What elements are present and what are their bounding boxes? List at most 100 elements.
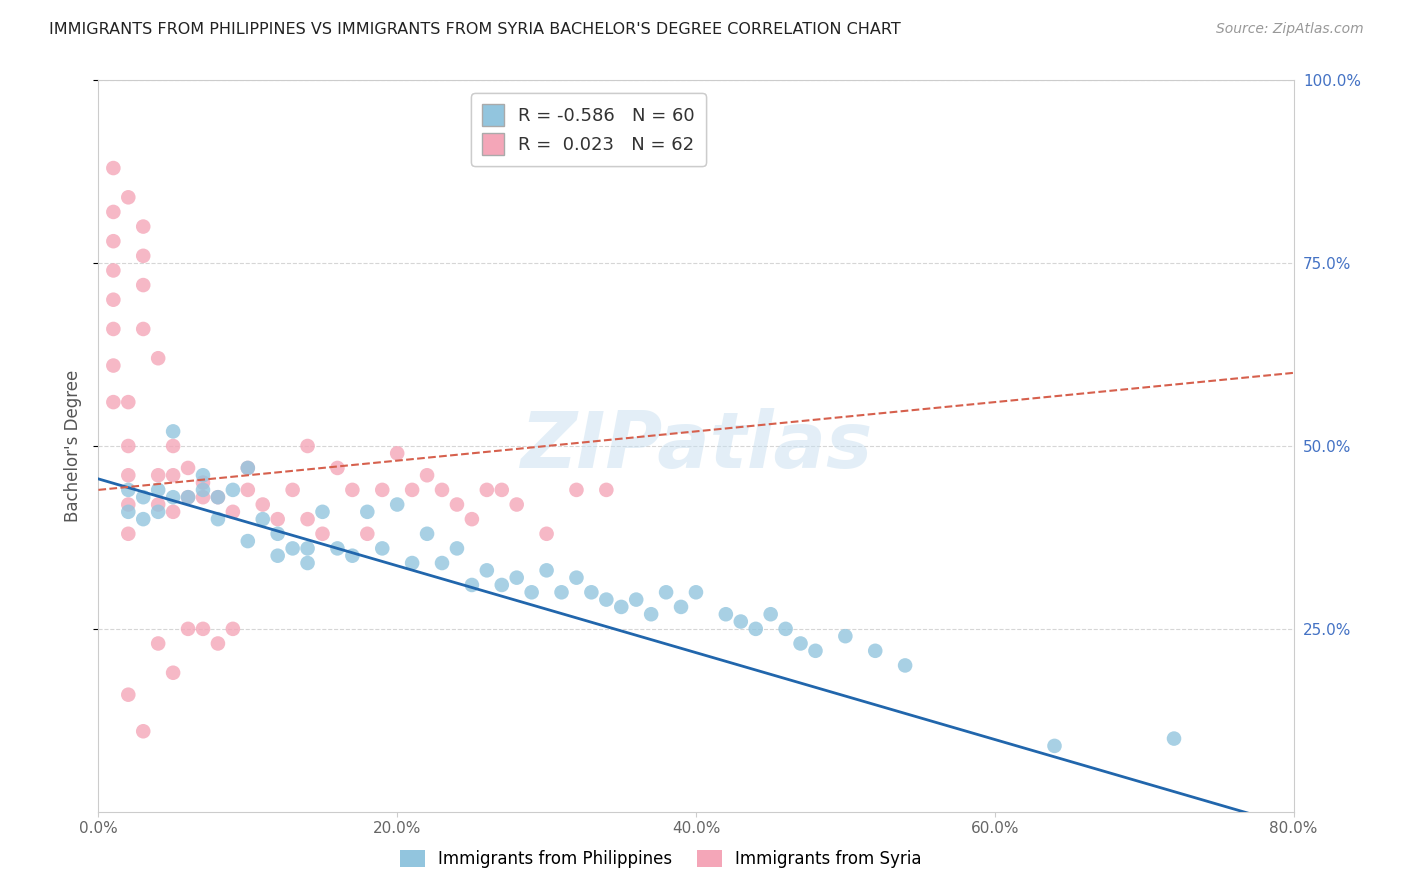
- Point: [865, 644, 887, 658]
- Point: [640, 607, 662, 622]
- Point: [385, 498, 409, 512]
- Point: [177, 490, 200, 504]
- Point: [669, 599, 692, 614]
- Point: [356, 505, 378, 519]
- Point: [475, 563, 498, 577]
- Point: [267, 512, 290, 526]
- Point: [685, 585, 707, 599]
- Point: [132, 278, 155, 293]
- Point: [655, 585, 678, 599]
- Point: [148, 498, 170, 512]
- Point: [148, 636, 170, 650]
- Point: [117, 526, 139, 541]
- Point: [311, 505, 333, 519]
- Point: [207, 490, 229, 504]
- Point: [236, 483, 259, 497]
- Point: [745, 622, 768, 636]
- Point: [595, 592, 617, 607]
- Point: [148, 468, 170, 483]
- Point: [430, 483, 453, 497]
- Point: [461, 578, 484, 592]
- Point: [132, 322, 155, 336]
- Point: [297, 512, 319, 526]
- Point: [148, 351, 170, 366]
- Text: Source: ZipAtlas.com: Source: ZipAtlas.com: [1216, 22, 1364, 37]
- Point: [132, 249, 155, 263]
- Point: [281, 541, 304, 556]
- Point: [103, 395, 125, 409]
- Point: [236, 461, 259, 475]
- Point: [326, 461, 349, 475]
- Point: [297, 439, 319, 453]
- Point: [236, 461, 259, 475]
- Point: [461, 512, 484, 526]
- Point: [103, 205, 125, 219]
- Point: [446, 541, 468, 556]
- Point: [191, 483, 214, 497]
- Point: [117, 439, 139, 453]
- Point: [162, 505, 184, 519]
- Point: [311, 526, 333, 541]
- Point: [252, 512, 274, 526]
- Point: [371, 483, 394, 497]
- Point: [162, 665, 184, 680]
- Point: [103, 322, 125, 336]
- Point: [162, 425, 184, 439]
- Point: [103, 263, 125, 277]
- Point: [236, 534, 259, 549]
- Point: [148, 505, 170, 519]
- Point: [162, 468, 184, 483]
- Point: [267, 526, 290, 541]
- Point: [117, 688, 139, 702]
- Point: [132, 512, 155, 526]
- Point: [117, 498, 139, 512]
- Point: [191, 490, 214, 504]
- Point: [1043, 739, 1066, 753]
- Point: [326, 541, 349, 556]
- Point: [297, 541, 319, 556]
- Point: [356, 526, 378, 541]
- Point: [550, 585, 572, 599]
- Point: [610, 599, 633, 614]
- Point: [191, 475, 214, 490]
- Text: IMMIGRANTS FROM PHILIPPINES VS IMMIGRANTS FROM SYRIA BACHELOR'S DEGREE CORRELATI: IMMIGRANTS FROM PHILIPPINES VS IMMIGRANT…: [49, 22, 901, 37]
- Point: [132, 219, 155, 234]
- Point: [207, 636, 229, 650]
- Point: [252, 498, 274, 512]
- Point: [894, 658, 917, 673]
- Legend: Immigrants from Philippines, Immigrants from Syria: Immigrants from Philippines, Immigrants …: [394, 843, 928, 875]
- Point: [581, 585, 603, 599]
- Point: [775, 622, 797, 636]
- Point: [385, 446, 409, 460]
- Point: [177, 490, 200, 504]
- Point: [267, 549, 290, 563]
- Point: [103, 234, 125, 248]
- Point: [371, 541, 394, 556]
- Point: [103, 293, 125, 307]
- Point: [132, 490, 155, 504]
- Point: [565, 571, 588, 585]
- Point: [103, 359, 125, 373]
- Point: [117, 468, 139, 483]
- Point: [506, 571, 529, 585]
- Point: [177, 461, 200, 475]
- Point: [416, 468, 439, 483]
- Point: [626, 592, 648, 607]
- Point: [117, 483, 139, 497]
- Point: [536, 526, 558, 541]
- Point: [132, 724, 155, 739]
- Text: ZIPatlas: ZIPatlas: [520, 408, 872, 484]
- Point: [430, 556, 453, 570]
- Point: [207, 490, 229, 504]
- Point: [714, 607, 737, 622]
- Point: [491, 578, 513, 592]
- Point: [222, 483, 245, 497]
- Point: [103, 161, 125, 175]
- Point: [1163, 731, 1185, 746]
- Point: [281, 483, 304, 497]
- Point: [446, 498, 468, 512]
- Point: [342, 549, 364, 563]
- Point: [401, 556, 423, 570]
- Point: [759, 607, 782, 622]
- Point: [565, 483, 588, 497]
